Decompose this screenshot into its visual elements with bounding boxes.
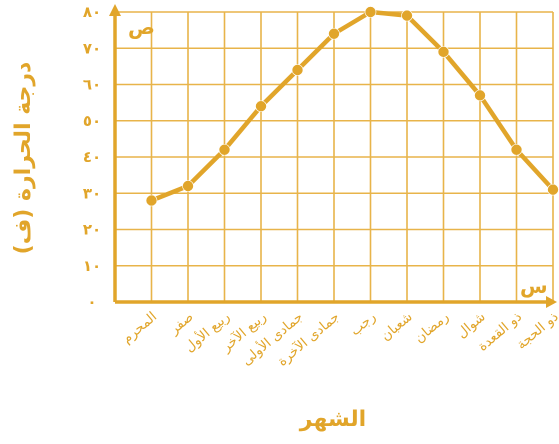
x-axis-arrow-icon [546,296,557,308]
data-point [291,64,304,76]
data-point [437,46,450,58]
y-tick-label: ٤٠ [83,148,101,166]
x-category-label: رجب [347,309,379,339]
data-point [510,143,523,156]
data-point [474,89,486,102]
y-tick-label: ٦٠ [83,76,101,94]
data-point [145,194,158,207]
y-tick-label: ١٠ [83,257,101,275]
data-point [255,100,267,113]
data-point [328,27,340,40]
data-series [145,6,559,207]
grid [115,11,554,302]
x-axis-letter: س [520,274,548,298]
y-tick-label: ٠ [87,293,96,311]
y-tick-label: ٨٠ [83,3,101,21]
data-point [364,6,377,18]
y-tick-label: ٣٠ [83,184,101,202]
y-axis-title: درجة الحرارة (ف) [11,62,36,255]
y-tick-label: ٥٠ [83,112,101,130]
data-point [218,143,231,156]
data-point [547,183,559,196]
y-tick-labels: ٠ ١٠ ٢٠ ٣٠ ٤٠ ٥٠ ٦٠ ٧٠ ٨٠ [83,3,101,311]
x-category-label: المحرم [119,309,160,347]
data-point [401,9,413,22]
x-category-label: رمضان [412,309,453,347]
x-axis-title: الشهر [299,407,366,432]
data-point [182,180,194,192]
y-tick-label: ٢٠ [83,221,101,239]
series-line [149,9,556,203]
y-axis-letter: ص [128,15,155,39]
y-axis-arrow-icon [109,4,121,16]
x-category-label: شعبان [378,309,416,344]
y-tick-label: ٧٠ [83,39,101,57]
axes [109,4,557,308]
